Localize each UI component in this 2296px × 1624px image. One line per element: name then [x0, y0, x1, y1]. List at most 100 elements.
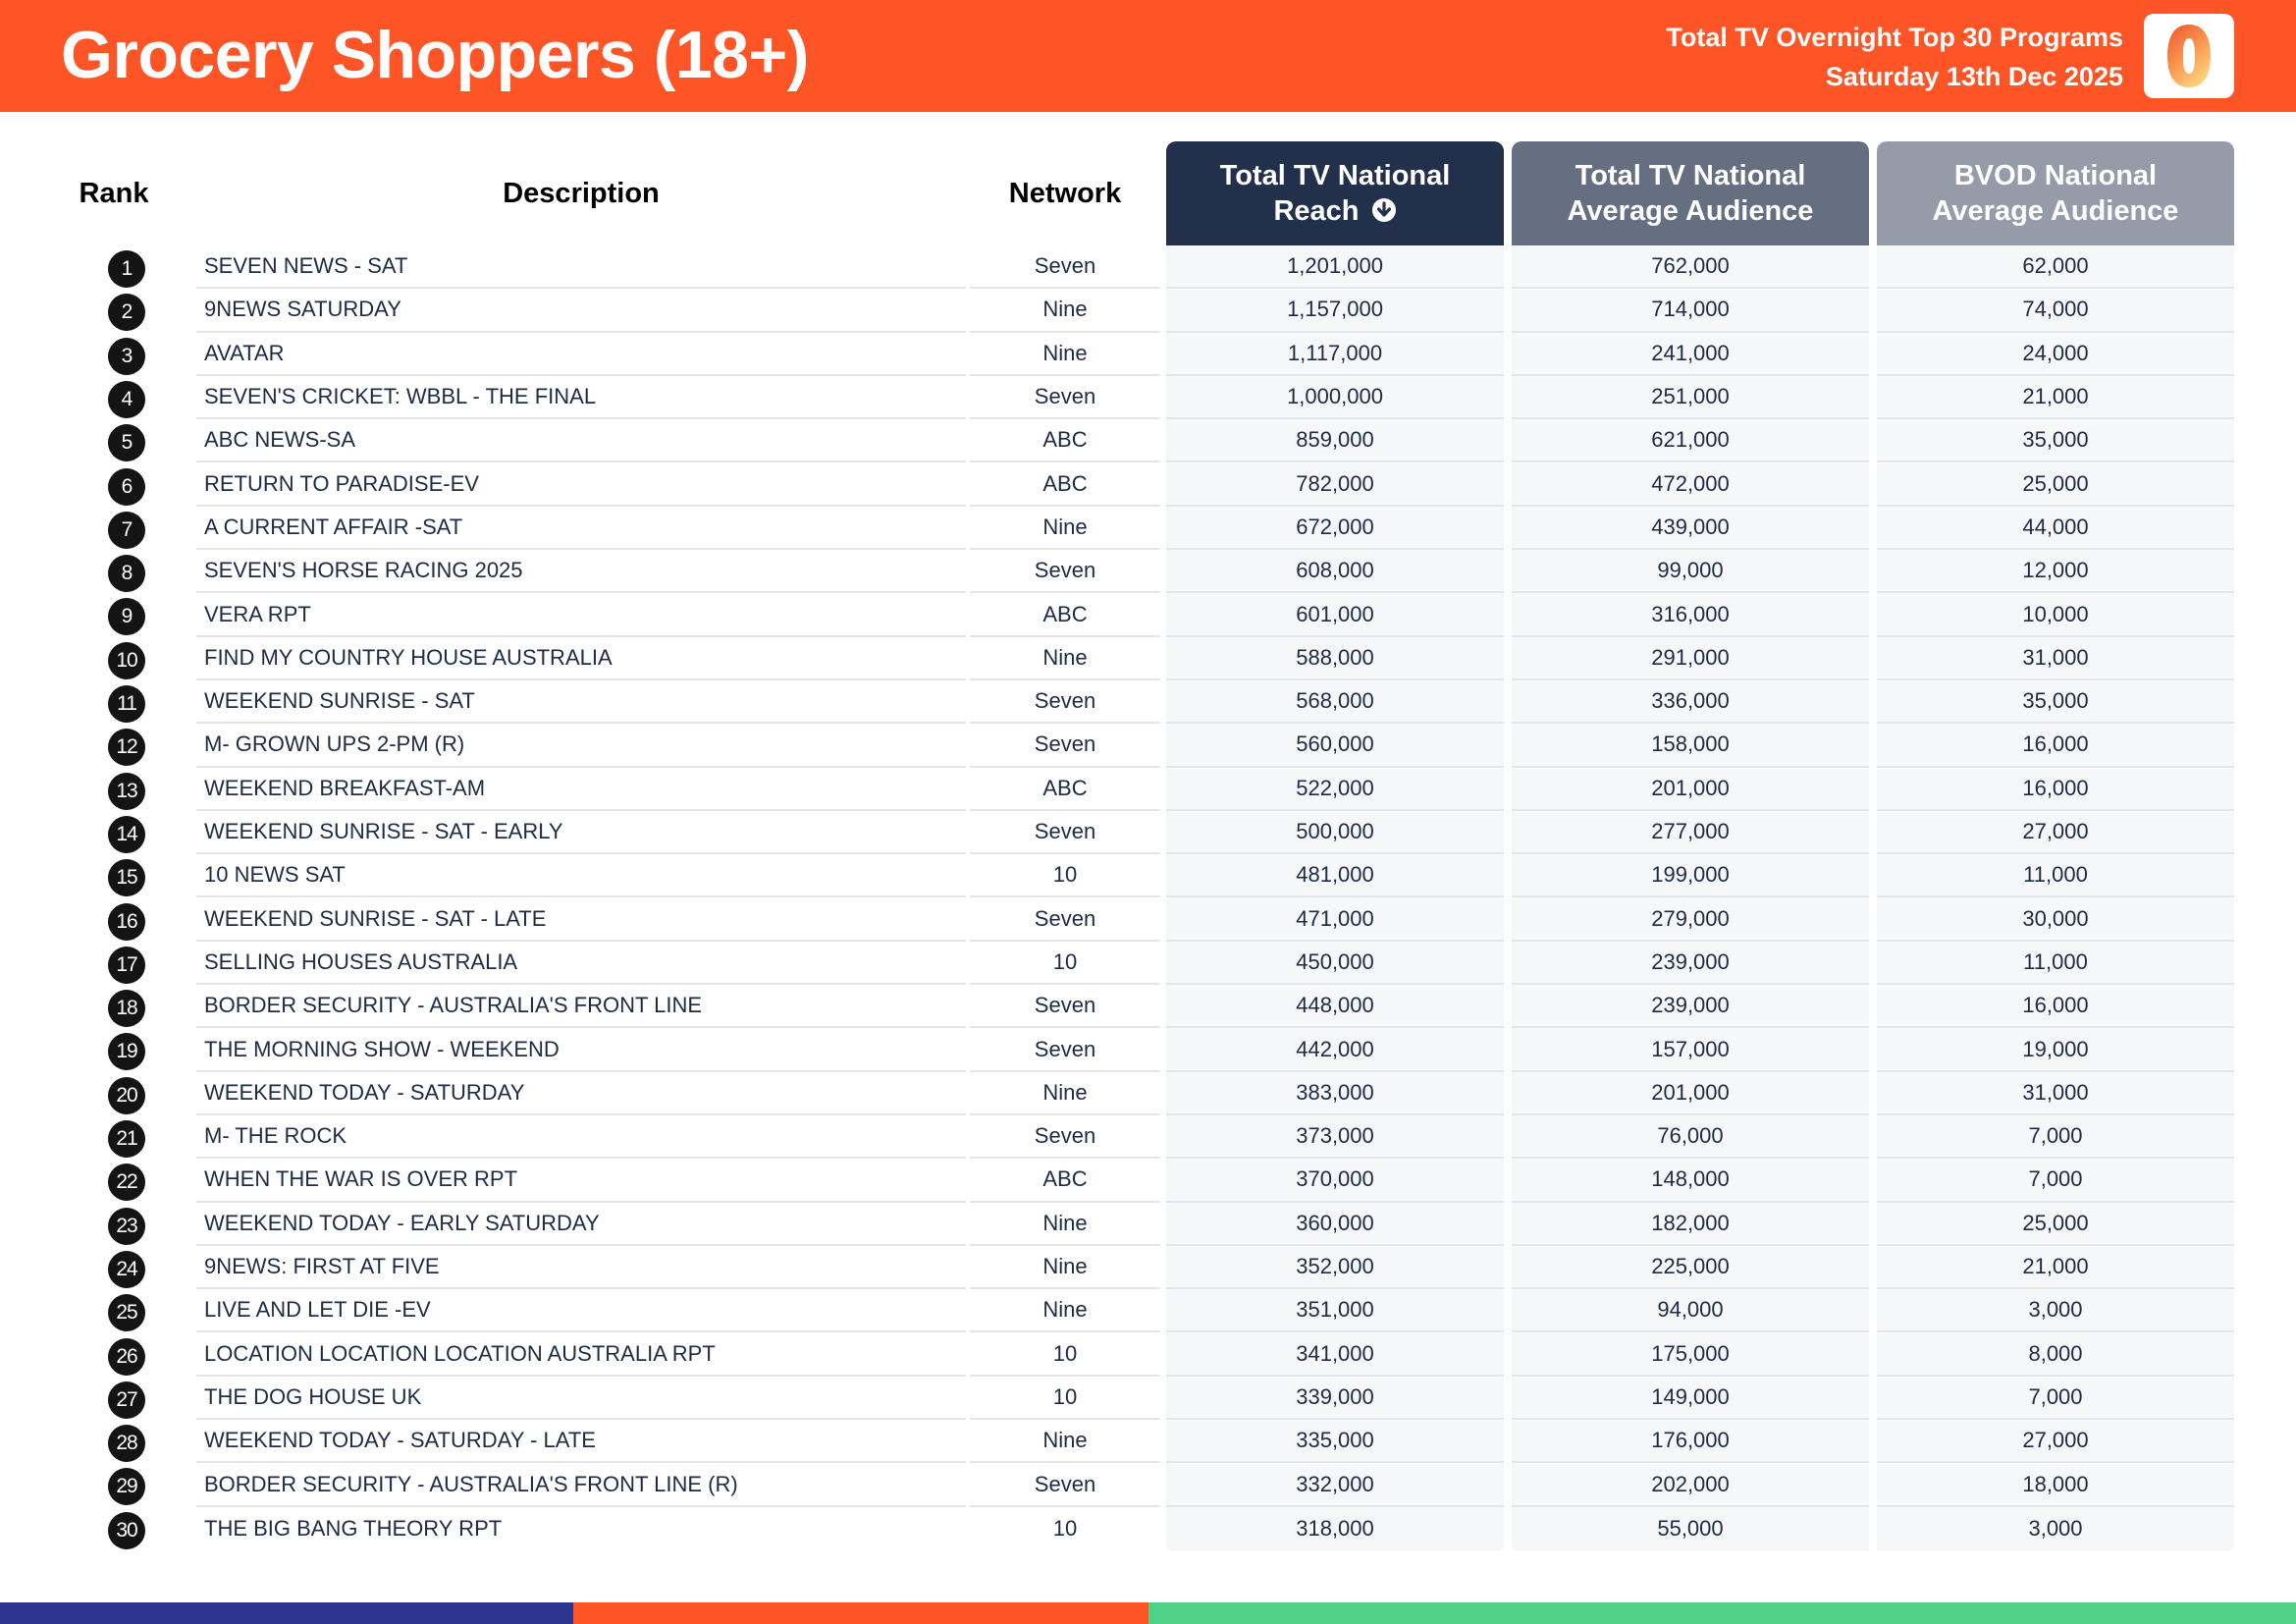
- network-name: Seven: [970, 811, 1160, 855]
- rank-badge: 6: [108, 467, 145, 506]
- network-name: Seven: [970, 898, 1160, 942]
- rank-badge: 26: [108, 1337, 145, 1376]
- network-name: Seven: [970, 245, 1160, 290]
- rank-badge: 22: [108, 1164, 145, 1202]
- reach-value: 341,000: [1166, 1332, 1504, 1377]
- average-audience-value: 202,000: [1512, 1463, 1869, 1507]
- bvod-value: 21,000: [1877, 1245, 2234, 1290]
- bvod-value: 3,000: [1877, 1289, 2234, 1333]
- program-description: WEEKEND SUNRISE - SAT: [196, 680, 966, 725]
- network-name: Nine: [970, 507, 1160, 551]
- table-row[interactable]: 5 ABC NEWS-SA ABC 859,000 621,000 35,000: [0, 419, 2296, 463]
- program-description: THE DOG HOUSE UK: [196, 1377, 966, 1421]
- table-row[interactable]: 27 THE DOG HOUSE UK 10 339,000 149,000 7,000: [0, 1376, 2296, 1421]
- program-description: SELLING HOUSES AUSTRALIA: [196, 942, 966, 986]
- reach-value: 448,000: [1166, 985, 1504, 1029]
- table-row[interactable]: 29 BORDER SECURITY - AUSTRALIA'S FRONT LI…: [0, 1463, 2296, 1507]
- network-name: Seven: [970, 1115, 1160, 1160]
- table-row[interactable]: 12 M- GROWN UPS 2-PM (R) Seven 560,000 158,0…: [0, 724, 2296, 768]
- table-row[interactable]: 22 WHEN THE WAR IS OVER RPT ABC 370,000 148,…: [0, 1159, 2296, 1203]
- reach-value: 351,000: [1166, 1289, 1504, 1333]
- reach-value: 782,000: [1166, 462, 1504, 507]
- table-row[interactable]: 28 WEEKEND TODAY - SATURDAY - LATE Nine 335…: [0, 1420, 2296, 1464]
- reach-value: 450,000: [1166, 941, 1504, 986]
- reach-value: 859,000: [1166, 419, 1504, 463]
- network-name: Nine: [970, 1289, 1160, 1333]
- average-audience-value: 762,000: [1512, 245, 1869, 290]
- table-row[interactable]: 21 M- THE ROCK Seven 373,000 76,000 7,000: [0, 1115, 2296, 1160]
- table-row[interactable]: 23 WEEKEND TODAY - EARLY SATURDAY Nine 360,…: [0, 1202, 2296, 1246]
- table-row[interactable]: 3 AVATAR Nine 1,117,000 241,000 24,000: [0, 332, 2296, 376]
- bvod-value: 31,000: [1877, 1071, 2234, 1115]
- bvod-value: 31,000: [1877, 636, 2234, 680]
- rank-badge: 27: [108, 1380, 145, 1419]
- column-header-bvod-average-audience[interactable]: BVOD National Average Audience: [1877, 141, 2234, 245]
- bvod-value: 7,000: [1877, 1115, 2234, 1160]
- program-description: THE BIG BANG THEORY RPT: [204, 1515, 503, 1541]
- table-row[interactable]: 20 WEEKEND TODAY - SATURDAY Nine 383,000 201…: [0, 1071, 2296, 1115]
- network-name: 10: [970, 854, 1160, 898]
- average-audience-value: 201,000: [1512, 767, 1869, 811]
- network-name: ABC: [970, 1159, 1160, 1203]
- column-header-reach[interactable]: Total TV National Reach: [1166, 141, 1504, 245]
- bvod-value: 18,000: [1877, 1463, 2234, 1507]
- program-description: ABC NEWS-SA: [196, 419, 966, 463]
- program-description: BORDER SECURITY - AUSTRALIA'S FRONT LINE: [196, 985, 966, 1029]
- table-row[interactable]: 9 VERA RPT ABC 601,000 316,000 10,000: [0, 593, 2296, 637]
- footer-bar-green: [1148, 1602, 2296, 1624]
- column-header-network[interactable]: Network: [1008, 177, 1122, 209]
- bvod-value: 11,000: [1877, 941, 2234, 986]
- rank-badge: 19: [108, 1033, 145, 1071]
- rank-badge: 20: [108, 1076, 145, 1114]
- program-description: WEEKEND TODAY - SATURDAY - LATE: [196, 1420, 966, 1464]
- table-row[interactable]: 26 LOCATION LOCATION LOCATION AUSTRALIA R…: [0, 1332, 2296, 1377]
- network-name: Nine: [970, 1203, 1160, 1246]
- table-row[interactable]: 7 A CURRENT AFFAIR -SAT Nine 672,000 439,000…: [0, 506, 2296, 551]
- table-row[interactable]: 1 SEVEN NEWS - SAT Seven 1,201,000 762,000 62…: [0, 245, 2296, 290]
- bvod-value: 62,000: [1877, 245, 2234, 290]
- reach-value: 481,000: [1166, 854, 1504, 898]
- report-date: Saturday 13th Dec 2025: [1825, 62, 2123, 91]
- network-name: ABC: [970, 463, 1160, 507]
- table-row[interactable]: 10 FIND MY COUNTRY HOUSE AUSTRALIA Nine 588…: [0, 636, 2296, 680]
- table-row[interactable]: 11 WEEKEND SUNRISE - SAT Seven 568,000 336,0…: [0, 680, 2296, 725]
- table-row[interactable]: 18 BORDER SECURITY - AUSTRALIA'S FRONT LI…: [0, 985, 2296, 1029]
- column-header-rank[interactable]: Rank: [79, 177, 149, 209]
- network-name: 10: [970, 1377, 1160, 1421]
- program-description: VERA RPT: [196, 593, 966, 637]
- program-description: RETURN TO PARADISE-EV: [196, 463, 966, 507]
- table-row[interactable]: 2 9NEWS SATURDAY Nine 1,157,000 714,000 74,00…: [0, 289, 2296, 333]
- table-row[interactable]: 17 SELLING HOUSES AUSTRALIA 10 450,000 239,0…: [0, 941, 2296, 986]
- column-header-average-audience[interactable]: Total TV National Average Audience: [1512, 141, 1869, 245]
- rank-badge: 3: [108, 337, 145, 375]
- oztam-zero-logo-icon: [2167, 25, 2211, 87]
- table-row[interactable]: 4 SEVEN'S CRICKET: WBBL - THE FINAL Seven 1…: [0, 375, 2296, 420]
- column-header-description[interactable]: Description: [503, 177, 660, 209]
- table-row[interactable]: 13 WEEKEND BREAKFAST-AM ABC 522,000 201,000 1…: [0, 767, 2296, 811]
- table-row[interactable]: 16 WEEKEND SUNRISE - SAT - LATE Seven 471,0…: [0, 897, 2296, 942]
- rank-badge: 25: [108, 1294, 145, 1332]
- rank-badge: 14: [108, 815, 145, 853]
- program-description: THE MORNING SHOW - WEEKEND: [196, 1028, 966, 1072]
- rank-badge: 9: [108, 598, 145, 636]
- table-row[interactable]: 24 9NEWS: FIRST AT FIVE Nine 352,000 225,000…: [0, 1245, 2296, 1290]
- reach-value: 522,000: [1166, 767, 1504, 811]
- program-description: 9NEWS SATURDAY: [196, 289, 966, 333]
- table-row[interactable]: 14 WEEKEND SUNRISE - SAT - EARLY Seven 500,…: [0, 810, 2296, 855]
- rank-badge: 7: [108, 511, 145, 549]
- bvod-value: 16,000: [1877, 767, 2234, 811]
- table-row[interactable]: 19 THE MORNING SHOW - WEEKEND Seven 442,000…: [0, 1028, 2296, 1072]
- table-row[interactable]: 8 SEVEN'S HORSE RACING 2025 Seven 608,000 99…: [0, 550, 2296, 594]
- table-row[interactable]: 15 10 NEWS SAT 10 481,000 199,000 11,000: [0, 854, 2296, 898]
- rank-badge: 1: [108, 250, 145, 288]
- bvod-value: 7,000: [1877, 1376, 2234, 1421]
- table-row[interactable]: 6 RETURN TO PARADISE-EV ABC 782,000 472,000 2…: [0, 462, 2296, 507]
- footer-bar-orange: [573, 1602, 1148, 1624]
- average-audience-value: 621,000: [1512, 419, 1869, 463]
- average-audience-value: 176,000: [1512, 1420, 1869, 1464]
- table-row[interactable]: 25 LIVE AND LET DIE -EV Nine 351,000 94,000 3…: [0, 1289, 2296, 1333]
- network-name: Seven: [970, 550, 1160, 594]
- average-audience-value: 182,000: [1512, 1202, 1869, 1246]
- average-audience-value: 239,000: [1512, 985, 1869, 1029]
- table-row[interactable]: 30 THE BIG BANG THEORY RPT 10 318,000 55,000…: [0, 1506, 2296, 1550]
